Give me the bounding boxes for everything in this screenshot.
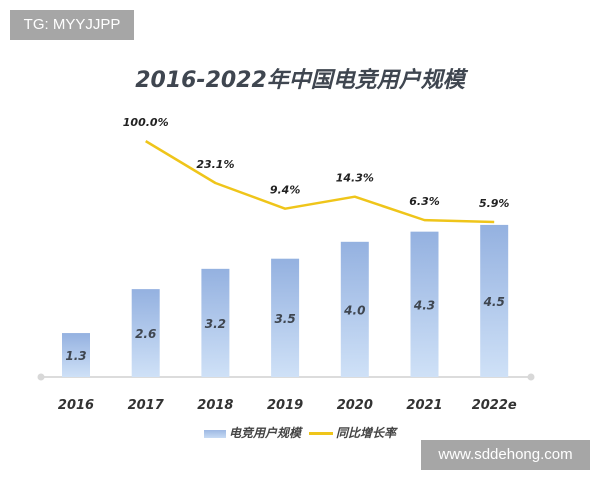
line-value-label: 14.3%	[336, 172, 374, 185]
x-tick-label: 2016	[58, 398, 94, 413]
legend-line-swatch	[309, 432, 333, 435]
line-value-label: 5.9%	[479, 197, 510, 210]
chart-title: 2016-2022年中国电竞用户规模	[135, 68, 465, 93]
bar	[271, 258, 300, 377]
line-value-label: 23.1%	[196, 158, 234, 171]
bar-value-label: 4.5	[483, 295, 505, 309]
bar-value-label: 4.0	[343, 303, 365, 317]
bar	[131, 289, 160, 377]
growth-line	[145, 140, 495, 224]
legend-bar-swatch	[203, 429, 226, 438]
x-tick-label: 2018	[197, 398, 233, 413]
bar-value-label: 1.3	[65, 349, 86, 363]
bar	[340, 241, 369, 377]
bar-value-label: 3.5	[274, 312, 295, 326]
x-tick-label: 2020	[337, 398, 373, 413]
bar-value-label: 4.3	[413, 298, 435, 312]
legend-bar-label: 电竞用户规模	[228, 426, 301, 440]
bar-value-label: 3.2	[205, 317, 226, 331]
bar-value-label: 2.6	[135, 327, 156, 341]
x-tick-label: 2022e	[472, 398, 517, 413]
line-value-label: 9.4%	[270, 184, 301, 197]
x-tick-label: 2019	[267, 398, 303, 413]
bar	[410, 231, 439, 377]
x-tick-label: 2021	[406, 398, 442, 413]
watermark-bottom-right: www.sddehong.com	[421, 440, 590, 470]
line-value-label: 6.3%	[409, 195, 440, 208]
bar	[201, 268, 230, 377]
legend-line: 同比增长率	[309, 424, 396, 441]
axis-end-dot	[37, 373, 45, 381]
bar	[480, 224, 509, 377]
legend-line-label: 同比增长率	[336, 426, 397, 440]
legend: 电竞用户规模 同比增长率	[0, 424, 600, 441]
legend-bar: 电竞用户规模	[203, 424, 301, 441]
bar	[62, 333, 90, 377]
watermark-top-left: TG: MYYJJPP	[10, 10, 134, 40]
line-value-label: 100.0%	[123, 116, 169, 129]
axis-end-dot	[527, 373, 535, 381]
x-tick-label: 2017	[128, 398, 165, 413]
